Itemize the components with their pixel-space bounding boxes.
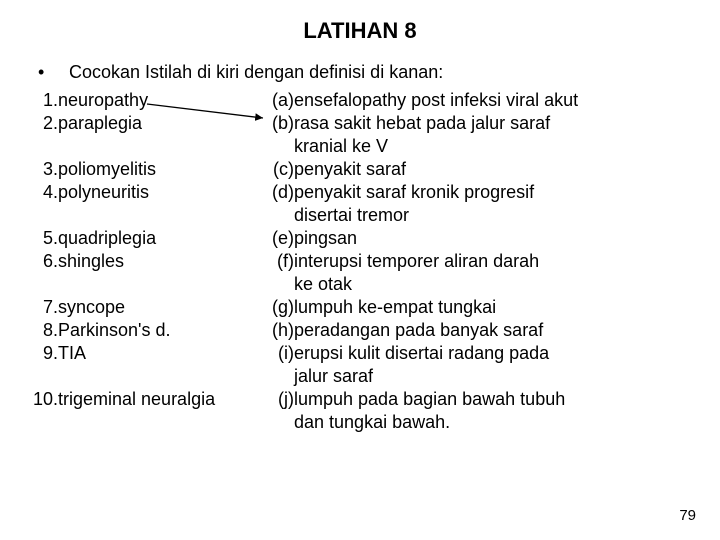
table-row: kranial ke V [28,135,692,158]
definition-letter: (a) [258,89,294,112]
table-row: 5.quadriplegia(e)pingsan [28,227,692,250]
definition-text: lumpuh ke-empat tungkai [294,296,692,319]
definition-letter: (e) [258,227,294,250]
term-cell: quadriplegia [58,227,258,250]
row-number [28,135,58,158]
definition-letter: (g) [258,296,294,319]
table-row: 8.Parkinson's d.(h)peradangan pada banya… [28,319,692,342]
matching-table: 1.neuropathy(a)ensefalopathy post infeks… [28,89,692,434]
row-number [28,204,58,227]
definition-letter: (h) [258,319,294,342]
row-number: 7. [28,296,58,319]
matching-table-body: 1.neuropathy(a)ensefalopathy post infeks… [28,89,692,434]
definition-text: penyakit saraf [294,158,692,181]
table-row: 9.TIA(i)erupsi kulit disertai radang pad… [28,342,692,365]
row-number [28,411,58,434]
bullet-icon: • [38,62,64,83]
definition-text: disertai tremor [294,204,692,227]
definition-letter: (j) [258,388,294,411]
term-cell: trigeminal neuralgia [58,388,258,411]
term-cell: syncope [58,296,258,319]
definition-letter: (b) [258,112,294,135]
intro-line: • Cocokan Istilah di kiri dengan definis… [28,62,692,83]
definition-text: ke otak [294,273,692,296]
intro-text: Cocokan Istilah di kiri dengan definisi … [69,62,443,82]
term-cell: paraplegia [58,112,258,135]
table-row: 2.paraplegia(b)rasa sakit hebat pada jal… [28,112,692,135]
page-number: 79 [679,507,696,524]
definition-text: interupsi temporer aliran darah [294,250,692,273]
definition-letter: (d) [258,181,294,204]
definition-letter [258,273,294,296]
definition-text: penyakit saraf kronik progresif [294,181,692,204]
term-cell: shingles [58,250,258,273]
term-cell [58,273,258,296]
definition-text: kranial ke V [294,135,692,158]
row-number: 9. [28,342,58,365]
term-cell: TIA [58,342,258,365]
table-row: 10.trigeminal neuralgia(j)lumpuh pada ba… [28,388,692,411]
definition-text: dan tungkai bawah. [294,411,692,434]
definition-letter: (i) [258,342,294,365]
table-row: 4.polyneuritis(d)penyakit saraf kronik p… [28,181,692,204]
slide: LATIHAN 8 • Cocokan Istilah di kiri deng… [0,0,720,540]
table-row: dan tungkai bawah. [28,411,692,434]
table-row: disertai tremor [28,204,692,227]
definition-text: erupsi kulit disertai radang pada [294,342,692,365]
term-cell: neuropathy [58,89,258,112]
term-cell [58,365,258,388]
table-row: jalur saraf [28,365,692,388]
definition-letter [258,411,294,434]
definition-letter: (f) [258,250,294,273]
row-number [28,365,58,388]
row-number: 6. [28,250,58,273]
definition-letter: (c) [258,158,294,181]
row-number: 10. [28,388,58,411]
definition-letter [258,135,294,158]
definition-text: ensefalopathy post infeksi viral akut [294,89,692,112]
row-number [28,273,58,296]
term-cell [58,135,258,158]
definition-text: lumpuh pada bagian bawah tubuh [294,388,692,411]
term-cell [58,204,258,227]
definition-text: rasa sakit hebat pada jalur saraf [294,112,692,135]
row-number: 4. [28,181,58,204]
definition-letter [258,365,294,388]
row-number: 3. [28,158,58,181]
table-row: ke otak [28,273,692,296]
row-number: 5. [28,227,58,250]
row-number: 2. [28,112,58,135]
row-number: 1. [28,89,58,112]
term-cell [58,411,258,434]
term-cell: polyneuritis [58,181,258,204]
definition-text: peradangan pada banyak saraf [294,319,692,342]
slide-title: LATIHAN 8 [28,18,692,44]
row-number: 8. [28,319,58,342]
table-row: 3.poliomyelitis(c)penyakit saraf [28,158,692,181]
term-cell: poliomyelitis [58,158,258,181]
definition-text: jalur saraf [294,365,692,388]
table-row: 1.neuropathy(a)ensefalopathy post infeks… [28,89,692,112]
definition-text: pingsan [294,227,692,250]
term-cell: Parkinson's d. [58,319,258,342]
table-row: 6.shingles(f)interupsi temporer aliran d… [28,250,692,273]
definition-letter [258,204,294,227]
table-row: 7.syncope(g)lumpuh ke-empat tungkai [28,296,692,319]
